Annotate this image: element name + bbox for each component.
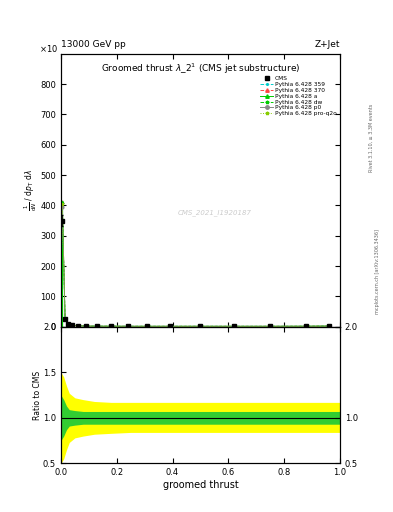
Y-axis label: Ratio to CMS: Ratio to CMS bbox=[33, 371, 42, 420]
Text: mcplots.cern.ch [arXiv:1306.3436]: mcplots.cern.ch [arXiv:1306.3436] bbox=[375, 229, 380, 314]
Text: Z+Jet: Z+Jet bbox=[314, 39, 340, 49]
Text: $\times$10: $\times$10 bbox=[39, 43, 58, 54]
X-axis label: groomed thrust: groomed thrust bbox=[163, 480, 238, 490]
Text: CMS_2021_I1920187: CMS_2021_I1920187 bbox=[177, 209, 252, 216]
Y-axis label: $\frac{1}{\mathrm{d}N}$ / $\mathrm{d}p_\mathrm{T}$ $\mathrm{d}\lambda$: $\frac{1}{\mathrm{d}N}$ / $\mathrm{d}p_\… bbox=[23, 169, 39, 211]
Text: Groomed thrust $\lambda\_2^1$ (CMS jet substructure): Groomed thrust $\lambda\_2^1$ (CMS jet s… bbox=[101, 62, 300, 76]
Text: Rivet 3.1.10, ≥ 3.3M events: Rivet 3.1.10, ≥ 3.3M events bbox=[369, 104, 374, 173]
Text: 13000 GeV pp: 13000 GeV pp bbox=[61, 39, 126, 49]
Legend: CMS, Pythia 6.428 359, Pythia 6.428 370, Pythia 6.428 a, Pythia 6.428 dw, Pythia: CMS, Pythia 6.428 359, Pythia 6.428 370,… bbox=[259, 76, 337, 117]
